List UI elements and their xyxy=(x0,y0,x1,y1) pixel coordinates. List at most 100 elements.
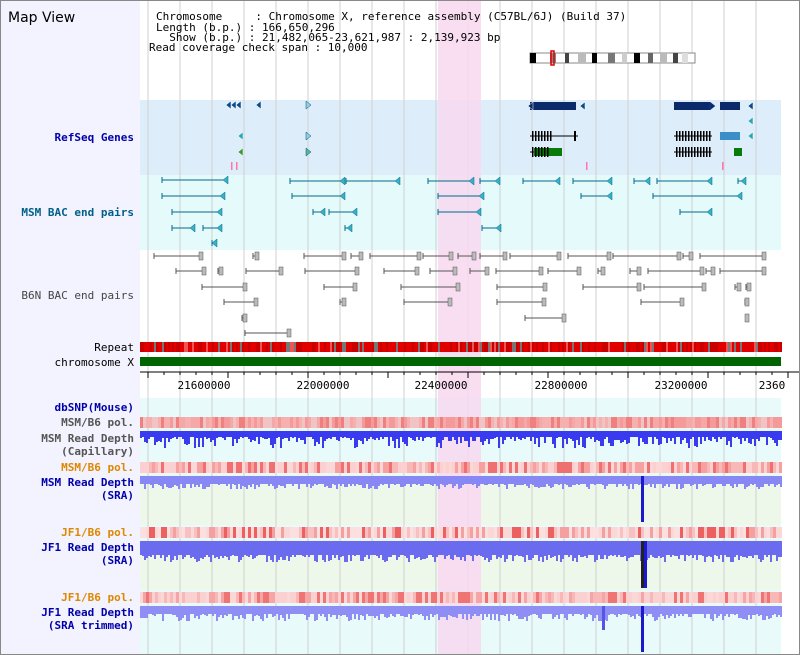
read-depth-bar xyxy=(312,606,314,614)
read-depth-bar xyxy=(346,606,348,617)
read-depth-bar xyxy=(678,476,680,484)
msm-pol-label[interactable]: MSM/B6 pol. xyxy=(61,416,134,429)
read-depth-bar xyxy=(778,476,780,484)
polymorphism-cell xyxy=(662,462,665,473)
read-depth-bar xyxy=(568,606,570,614)
read-depth-bar xyxy=(236,606,238,616)
read-depth-bar xyxy=(254,431,256,441)
polymorphism-cell xyxy=(677,417,680,428)
polymorphism-cell xyxy=(215,462,218,473)
repeat-segment xyxy=(276,342,278,352)
polymorphism-cell xyxy=(284,462,287,473)
polymorphism-cell xyxy=(407,417,410,428)
read-depth-bar xyxy=(322,541,324,560)
jf1-depth-trim-label-1[interactable]: JF1 Read Depth xyxy=(41,606,134,619)
polymorphism-cell xyxy=(587,592,590,603)
read-depth-bar xyxy=(282,606,284,618)
read-depth-bar xyxy=(546,476,548,484)
polymorphism-cell xyxy=(569,592,572,603)
b6n-pair-marker xyxy=(253,297,259,307)
polymorphism-cell xyxy=(383,462,386,473)
read-depth-bar xyxy=(476,541,478,556)
read-depth-bar xyxy=(314,476,316,484)
read-depth-bar xyxy=(186,431,188,445)
polymorphism-cell xyxy=(161,462,164,473)
polymorphism-cell xyxy=(506,592,509,603)
repeat-segment xyxy=(584,342,586,352)
read-depth-bar xyxy=(484,431,486,441)
polymorphism-cell xyxy=(149,417,152,428)
read-depth-bar xyxy=(190,431,192,437)
polymorphism-cell xyxy=(332,527,335,538)
polymorphism-cell xyxy=(737,417,740,428)
read-depth-bar xyxy=(490,431,492,439)
read-depth-bar xyxy=(510,606,512,614)
msm-pol-sra-label[interactable]: MSM/B6 pol. xyxy=(61,461,134,474)
read-depth-bar xyxy=(248,606,250,614)
polymorphism-cell xyxy=(662,417,665,428)
polymorphism-cell xyxy=(650,462,653,473)
polymorphism-cell xyxy=(584,417,587,428)
read-depth-bar xyxy=(188,476,190,484)
repeat-segment xyxy=(480,342,482,352)
read-depth-bar xyxy=(716,431,718,442)
polymorphism-cell xyxy=(242,417,245,428)
msm-bac-label[interactable]: MSM BAC end pairs xyxy=(21,206,134,219)
ideogram-band xyxy=(648,53,653,63)
read-depth-bar xyxy=(516,541,518,555)
read-depth-bar xyxy=(490,541,492,560)
polymorphism-cell xyxy=(254,462,257,473)
repeat-segment xyxy=(196,342,198,352)
read-depth-bar xyxy=(750,606,752,619)
read-depth-bar xyxy=(346,476,348,487)
read-depth-bar xyxy=(634,541,636,555)
read-depth-bar xyxy=(492,541,494,555)
read-depth-bar xyxy=(778,541,780,557)
gene-exon xyxy=(676,147,678,157)
read-depth-bar xyxy=(518,476,520,485)
msm-depth-cap-label-1[interactable]: MSM Read Depth xyxy=(41,432,134,445)
read-depth-bar xyxy=(554,606,556,617)
read-depth-bar xyxy=(354,431,356,448)
polymorphism-cell xyxy=(545,462,548,473)
msm-depth-sra-label-1[interactable]: MSM Read Depth xyxy=(41,476,134,489)
read-depth-bar xyxy=(636,431,638,437)
jf1-depth-sra-label-1[interactable]: JF1 Read Depth xyxy=(41,541,134,554)
read-depth-bar xyxy=(226,606,228,616)
repeat-segment xyxy=(454,342,456,352)
read-depth-bar xyxy=(414,606,416,614)
read-depth-bar xyxy=(628,606,630,615)
read-depth-bar xyxy=(404,541,406,556)
refseq-genes-label[interactable]: RefSeq Genes xyxy=(54,131,134,144)
dbsnp-label[interactable]: dbSNP(Mouse) xyxy=(54,401,134,414)
polymorphism-cell xyxy=(449,527,452,538)
read-depth-bar xyxy=(674,606,676,618)
polymorphism-cell xyxy=(245,592,248,603)
repeat-segment xyxy=(764,342,766,352)
b6n-pair-marker xyxy=(218,266,224,276)
repeat-segment xyxy=(736,342,738,352)
repeat-segment xyxy=(522,342,524,352)
polymorphism-cell xyxy=(446,527,449,538)
polymorphism-cell xyxy=(506,462,509,473)
read-depth-bar xyxy=(236,541,238,556)
jf1-pol-label[interactable]: JF1/B6 pol. xyxy=(61,526,134,539)
gene-block xyxy=(734,148,742,156)
polymorphism-cell xyxy=(230,592,233,603)
repeat-segment xyxy=(280,342,282,352)
read-depth-bar xyxy=(296,476,298,484)
polymorphism-cell xyxy=(503,527,506,538)
polymorphism-cell xyxy=(161,417,164,428)
repeat-segment xyxy=(442,342,444,352)
read-depth-bar xyxy=(186,541,188,555)
polymorphism-cell xyxy=(734,592,737,603)
polymorphism-cell xyxy=(686,592,689,603)
read-depth-bar xyxy=(638,431,640,446)
read-depth-bar xyxy=(598,476,600,484)
polymorphism-cell xyxy=(443,462,446,473)
read-depth-bar xyxy=(410,541,412,555)
read-depth-bar xyxy=(432,476,434,486)
b6n-bac-label[interactable]: B6N BAC end pairs xyxy=(21,289,134,302)
jf1-pol-trim-label[interactable]: JF1/B6 pol. xyxy=(61,591,134,604)
